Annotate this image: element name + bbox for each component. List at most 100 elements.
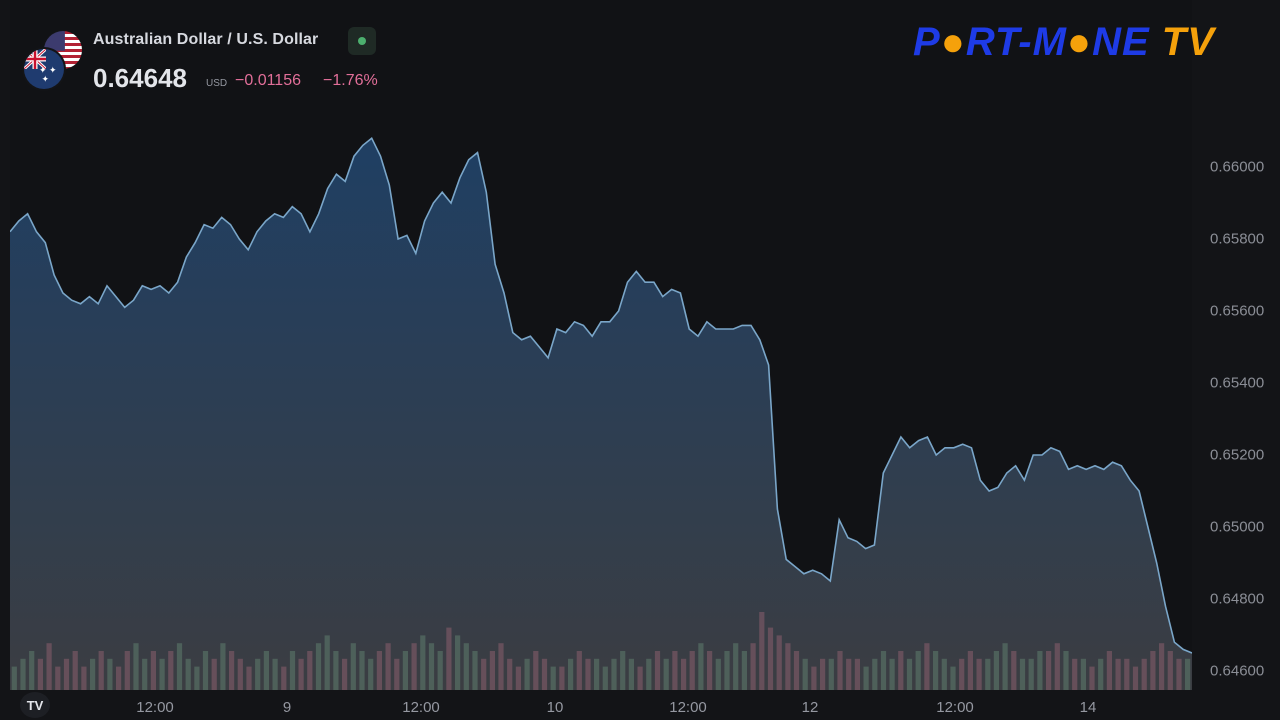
volume-bar [759,612,765,690]
volume-bar [489,651,495,690]
volume-bar [1141,658,1147,690]
volume-bar [828,658,834,690]
volume-bar [272,658,278,690]
volume-bar [628,658,634,690]
volume-bar [72,651,78,690]
volume-bar [533,651,539,690]
volume-bar [611,658,617,690]
x-tick-label: 12:00 [402,699,440,716]
volume-bar [1124,658,1130,690]
y-tick-label: 0.66000 [1210,158,1265,176]
volume-bar [993,651,999,690]
volume-bar [568,658,574,690]
chart-area[interactable] [10,0,1192,690]
y-tick-label: 0.64600 [1210,662,1265,680]
volume-bar [1063,651,1069,690]
market-status-icon[interactable] [348,27,376,55]
volume-bar [741,651,747,690]
volume-bar [455,635,461,690]
volume-bar [941,658,947,690]
volume-bar [785,643,791,690]
volume-bar [342,658,348,690]
volume-bar [289,651,296,690]
volume-bar [211,658,217,690]
volume-bar [872,658,878,690]
price-axis[interactable]: 0.66000 0.65800 0.65600 0.65400 0.65200 … [1200,0,1280,690]
volume-bar [524,658,530,690]
volume-bar [437,651,443,690]
volume-bar [1011,651,1017,690]
y-tick-label: 0.65400 [1210,374,1265,392]
volume-bar [402,651,408,690]
volume-bar [176,643,183,690]
volume-bar [672,651,678,690]
y-tick-label: 0.65000 [1210,518,1265,536]
volume-bar [976,658,982,690]
volume-bar [1028,658,1034,690]
symbol-title[interactable]: Australian Dollar / U.S. Dollar [93,31,319,48]
volume-bar [654,651,661,690]
volume-bar [1072,658,1078,690]
volume-bar [168,651,174,690]
time-axis[interactable]: 12:00 9 12:00 10 12:00 12 12:00 14 [10,690,1192,720]
volume-bar [446,627,452,690]
volume-bar [515,666,521,690]
volume-bar [620,651,626,690]
volume-bar [698,643,704,690]
volume-bar [802,658,808,690]
y-tick-label: 0.64800 [1210,590,1265,608]
volume-bar [594,658,600,690]
volume-bar [585,658,591,690]
volume-bar [854,658,860,690]
volume-bar [255,658,261,690]
price-change-percent: −1.76% [323,72,378,89]
volume-bar [1132,666,1139,690]
volume-bar [1089,666,1095,690]
volume-bar [368,658,374,690]
volume-bar [20,658,26,690]
volume-bar [767,627,774,690]
volume-bar [1054,643,1060,690]
tradingview-logo[interactable]: TV [20,692,50,718]
volume-bar [1046,651,1052,690]
volume-bar [559,666,565,690]
volume-bar [880,651,887,690]
volume-bar [142,658,148,690]
volume-bar [898,651,904,690]
volume-bar [1019,658,1026,690]
volume-bar [1115,658,1121,690]
volume-bar [933,651,939,690]
volume-bar [1185,658,1191,690]
volume-bar [663,658,669,690]
volume-bar [1080,658,1086,690]
price-line [10,136,1192,654]
volume-bar [1106,651,1112,690]
y-tick-label: 0.65600 [1210,302,1265,320]
volume-bar [689,651,695,690]
volume-bar [1167,651,1173,690]
volume-bar [385,643,391,690]
volume-bar [507,658,513,690]
volume-bar [116,666,122,690]
volume-bar [915,651,921,690]
x-tick-label: 12 [801,699,819,716]
volume-bar [194,666,200,690]
volume-bar [793,651,800,690]
volume-bar [29,651,35,690]
volume-bar [246,666,252,690]
volume-bar [359,651,365,690]
volume-bar [959,658,965,690]
volume-bar [324,635,330,690]
price-chart[interactable] [10,0,1192,690]
y-tick-label: 0.65200 [1210,446,1265,464]
volume-bar [55,666,61,690]
symbol-header: ✦ ✦ ✦ Australian Dollar / U.S. Dollar 0.… [0,0,700,100]
volume-bar [906,658,913,690]
price-change: −0.01156 [235,72,301,89]
volume-bar [315,643,322,690]
x-tick-label: 12:00 [936,699,974,716]
volume-bar [985,658,991,690]
volume-bar [820,658,826,690]
volume-bar [81,666,87,690]
volume-bar [133,643,139,690]
